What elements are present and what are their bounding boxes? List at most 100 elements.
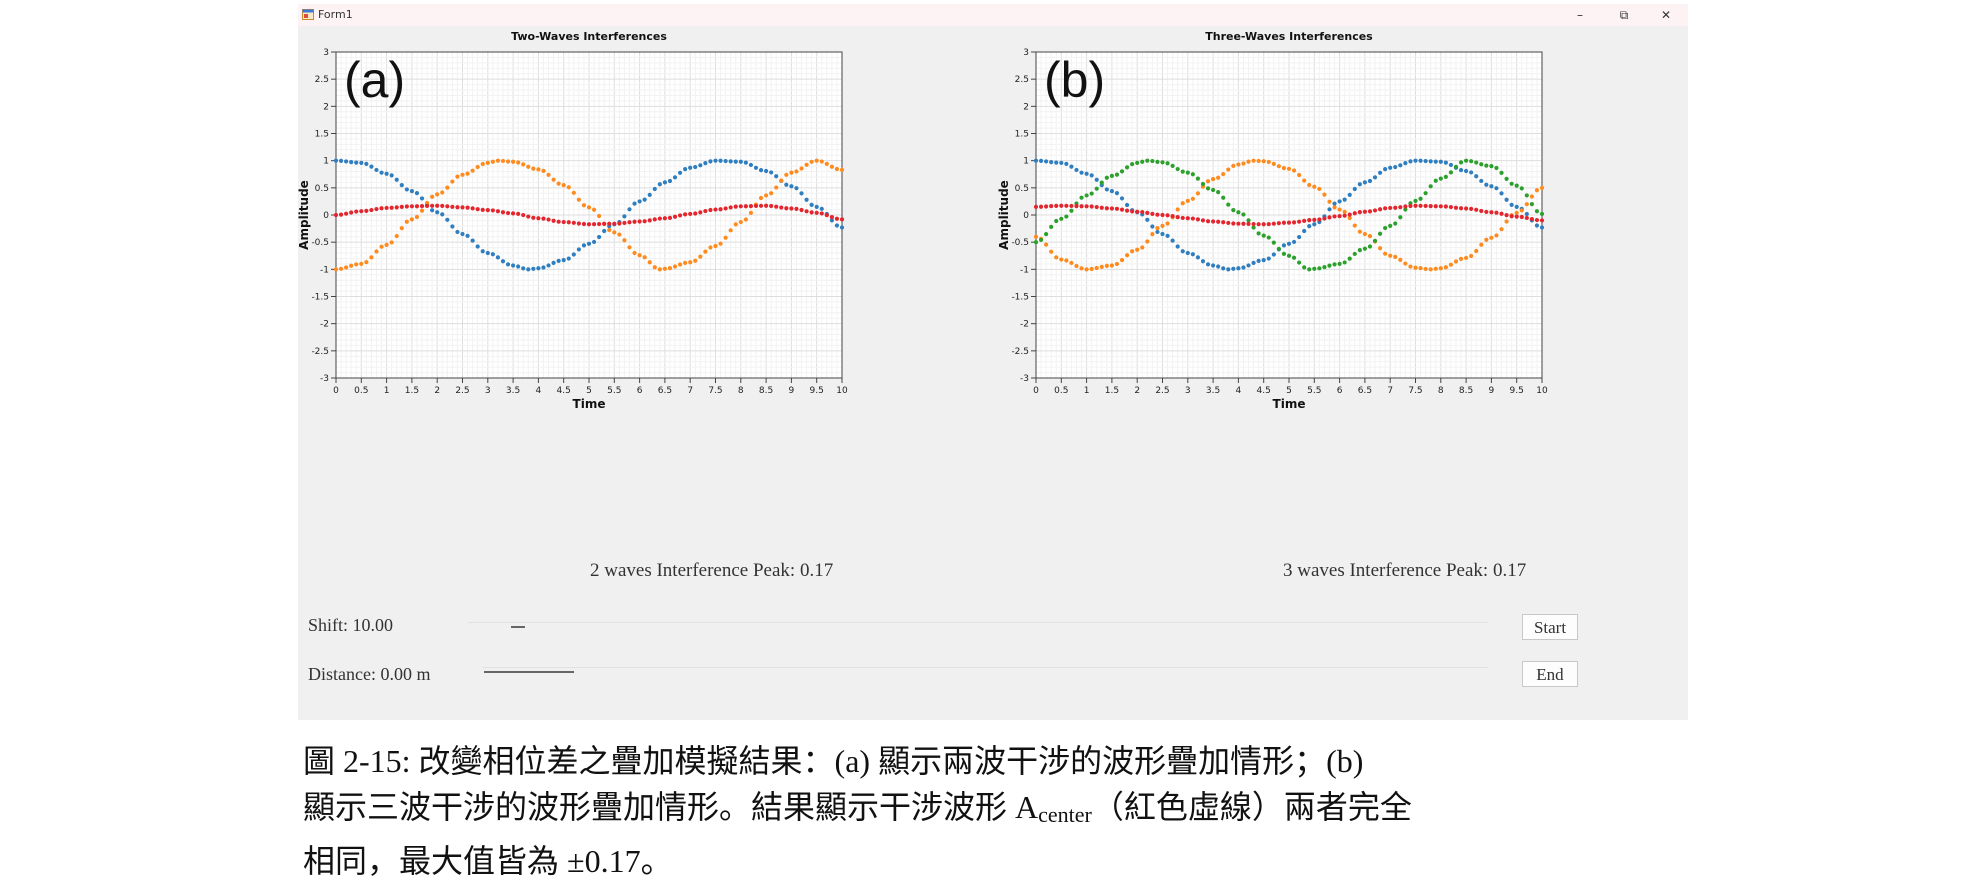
data-point bbox=[627, 245, 632, 250]
data-point bbox=[1534, 223, 1540, 228]
data-point bbox=[465, 233, 470, 238]
data-point bbox=[1388, 253, 1393, 258]
distance-slider-track[interactable] bbox=[483, 667, 1488, 668]
data-point bbox=[1236, 221, 1241, 226]
data-point bbox=[769, 203, 774, 209]
data-point bbox=[809, 202, 814, 207]
data-point bbox=[1084, 204, 1089, 209]
shift-slider-thumb[interactable] bbox=[511, 626, 525, 628]
data-point bbox=[1044, 204, 1049, 209]
data-point bbox=[556, 219, 561, 224]
data-point bbox=[394, 205, 399, 210]
data-point bbox=[1342, 260, 1347, 265]
data-point bbox=[834, 223, 840, 228]
x-tick-label: 6.5 bbox=[1358, 386, 1372, 396]
x-tick-label: 0 bbox=[1033, 386, 1039, 396]
title-bar[interactable]: Form1 – ⧉ ✕ bbox=[298, 4, 1688, 26]
start-button[interactable]: Start bbox=[1522, 614, 1578, 640]
data-point bbox=[344, 211, 349, 216]
x-tick-label: 9 bbox=[789, 386, 795, 396]
data-point bbox=[1266, 159, 1271, 165]
data-point bbox=[1327, 263, 1332, 268]
data-point bbox=[1200, 259, 1206, 264]
data-point bbox=[1109, 173, 1114, 178]
data-point bbox=[683, 167, 688, 172]
data-point bbox=[1337, 199, 1342, 204]
data-point bbox=[1033, 204, 1039, 209]
data-point bbox=[703, 208, 708, 214]
data-point bbox=[1170, 214, 1175, 219]
data-point bbox=[612, 221, 617, 226]
data-point bbox=[617, 221, 622, 226]
data-point bbox=[1519, 208, 1524, 213]
data-point bbox=[764, 168, 769, 174]
x-tick-label: 4 bbox=[1236, 386, 1242, 396]
data-point bbox=[713, 158, 718, 163]
data-point bbox=[779, 178, 784, 183]
data-point bbox=[1347, 192, 1352, 197]
maximize-button[interactable]: ⧉ bbox=[1619, 8, 1629, 22]
data-point bbox=[480, 207, 485, 212]
data-point bbox=[693, 211, 698, 216]
data-point bbox=[414, 204, 420, 209]
data-point bbox=[1504, 219, 1509, 224]
data-point bbox=[374, 249, 379, 254]
data-point bbox=[1443, 174, 1448, 179]
data-point bbox=[389, 205, 394, 210]
data-point bbox=[799, 191, 804, 196]
distance-label: Distance: 0.00 m bbox=[308, 664, 431, 684]
data-point bbox=[1291, 255, 1297, 260]
data-point bbox=[435, 203, 440, 208]
data-point bbox=[647, 218, 652, 223]
minimize-button[interactable]: – bbox=[1577, 8, 1583, 22]
y-tick-label: 3 bbox=[1023, 48, 1029, 58]
data-point bbox=[758, 168, 764, 173]
data-point bbox=[758, 195, 764, 201]
data-point bbox=[414, 214, 420, 220]
data-point bbox=[1484, 182, 1489, 187]
data-point bbox=[1362, 180, 1367, 185]
data-point bbox=[521, 162, 526, 167]
data-point bbox=[1165, 213, 1170, 218]
shift-slider-track[interactable] bbox=[468, 622, 1488, 623]
end-button[interactable]: End bbox=[1522, 661, 1578, 687]
data-point bbox=[354, 262, 359, 267]
data-point bbox=[637, 199, 642, 204]
data-point bbox=[1322, 192, 1327, 197]
data-point bbox=[455, 205, 460, 210]
data-point bbox=[733, 159, 738, 164]
data-point bbox=[490, 252, 495, 257]
data-point bbox=[1357, 229, 1362, 234]
data-point bbox=[728, 159, 733, 164]
data-point bbox=[723, 235, 728, 240]
data-point bbox=[1170, 238, 1175, 243]
data-point bbox=[1403, 204, 1408, 209]
data-point bbox=[1357, 210, 1362, 215]
data-point bbox=[516, 264, 521, 269]
data-point bbox=[809, 159, 814, 164]
data-point bbox=[1130, 249, 1135, 254]
data-point bbox=[1458, 256, 1464, 262]
data-point bbox=[1124, 208, 1130, 213]
data-point bbox=[490, 208, 495, 213]
close-button[interactable]: ✕ bbox=[1660, 8, 1672, 22]
data-point bbox=[597, 234, 602, 240]
data-point bbox=[581, 243, 587, 248]
data-point bbox=[1286, 166, 1292, 171]
data-point bbox=[1256, 231, 1261, 236]
data-point bbox=[1302, 228, 1307, 234]
data-point bbox=[1054, 160, 1059, 165]
data-point bbox=[804, 209, 809, 214]
data-point bbox=[743, 204, 748, 209]
data-point bbox=[829, 218, 834, 223]
data-point bbox=[1256, 258, 1261, 263]
data-point bbox=[419, 196, 425, 201]
data-point bbox=[349, 210, 354, 215]
x-tick-label: 7 bbox=[1387, 386, 1393, 396]
data-point bbox=[839, 225, 845, 230]
data-point bbox=[1377, 246, 1383, 251]
data-point bbox=[723, 158, 728, 164]
data-point bbox=[657, 182, 662, 187]
data-point bbox=[1114, 191, 1120, 196]
distance-slider-thumb[interactable] bbox=[484, 671, 574, 673]
